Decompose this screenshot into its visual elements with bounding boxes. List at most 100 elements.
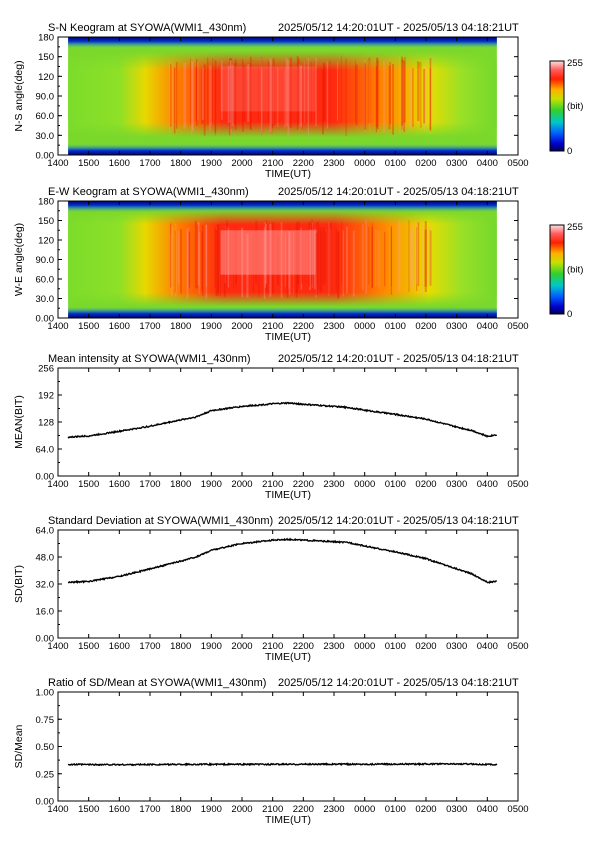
keogram-streak bbox=[223, 227, 226, 297]
keogram-streak bbox=[417, 222, 420, 286]
keogram-streak bbox=[426, 59, 429, 124]
keogram-streak bbox=[390, 226, 393, 295]
keogram-streak bbox=[229, 60, 232, 135]
keogram-streak bbox=[398, 55, 400, 134]
y-tick-label: 16.0 bbox=[36, 607, 55, 618]
plot-frame bbox=[57, 367, 519, 477]
x-tick-label: 2000 bbox=[231, 158, 252, 169]
keogram-streak bbox=[280, 222, 283, 298]
keogram-streak bbox=[429, 58, 432, 131]
keogram-streak bbox=[417, 61, 420, 122]
keogram-streak bbox=[201, 68, 204, 124]
panel-5: Ratio of SD/Mean at SYOWA(WMI1_430nm) 202… bbox=[13, 677, 529, 826]
keogram-streak bbox=[401, 59, 403, 130]
keogram-streak bbox=[170, 226, 172, 284]
keogram-streak bbox=[272, 58, 275, 126]
keogram-streak bbox=[229, 58, 231, 121]
keogram-streak bbox=[329, 228, 331, 294]
keogram-streak bbox=[402, 62, 404, 132]
panel-1: S-N Keogram at SYOWA(WMI1_430nm) 2025/05/… bbox=[13, 22, 583, 180]
colorbar-max-label: 255 bbox=[567, 58, 583, 69]
keogram-streak bbox=[173, 67, 176, 134]
keogram-streak bbox=[170, 64, 172, 127]
y-axis-label: MEAN(BIT) bbox=[13, 395, 25, 449]
x-tick-label: 1700 bbox=[139, 479, 160, 490]
keogram-streak bbox=[191, 62, 193, 131]
keogram-streak bbox=[267, 228, 269, 294]
keogram-streak bbox=[214, 69, 216, 136]
x-tick-label: 0000 bbox=[354, 479, 375, 490]
y-tick-label: 32.0 bbox=[36, 580, 55, 591]
x-axis-label: TIME(UT) bbox=[265, 651, 311, 663]
x-tick-label: 0400 bbox=[477, 158, 498, 169]
keogram-streak bbox=[311, 219, 313, 284]
colorbar: 255 (bit) 0 bbox=[549, 58, 583, 157]
keogram-streak bbox=[389, 62, 391, 124]
keogram-streak bbox=[192, 61, 193, 131]
x-tick-label: 2200 bbox=[293, 479, 314, 490]
keogram-streak bbox=[265, 220, 268, 293]
keogram-streak bbox=[209, 65, 211, 131]
x-tick-label: 0000 bbox=[354, 804, 375, 815]
keogram-streak bbox=[355, 64, 358, 126]
keogram-streak bbox=[178, 230, 180, 285]
x-tick-label: 2000 bbox=[231, 321, 252, 332]
keogram-streak bbox=[313, 228, 316, 290]
keogram-streak bbox=[271, 66, 274, 128]
keogram-streak bbox=[216, 224, 219, 296]
x-tick-label: 1700 bbox=[139, 158, 160, 169]
keogram-streak bbox=[214, 227, 216, 289]
y-tick-label: 120 bbox=[38, 236, 54, 247]
keogram-streak bbox=[365, 220, 367, 294]
x-tick-label: 1900 bbox=[201, 158, 222, 169]
keogram-streak bbox=[324, 232, 326, 284]
keogram-streak bbox=[284, 69, 286, 129]
x-tick-label: 2100 bbox=[262, 804, 283, 815]
keogram-streak bbox=[297, 221, 300, 284]
keogram-streak bbox=[342, 230, 344, 297]
x-tick-label: 1600 bbox=[109, 641, 130, 652]
keogram-streak bbox=[261, 69, 263, 134]
x-tick-label: 2000 bbox=[231, 804, 252, 815]
y-tick-label: 0.00 bbox=[36, 314, 55, 325]
keogram-streak bbox=[368, 60, 370, 132]
keogram-streak bbox=[224, 226, 226, 284]
panel-period: 2025/05/12 14:20:01UT - 2025/05/13 04:18… bbox=[278, 22, 519, 34]
x-tick-label: 2300 bbox=[323, 158, 344, 169]
keogram-streak bbox=[203, 64, 206, 136]
keogram-streak bbox=[175, 223, 177, 298]
keogram-streak bbox=[215, 230, 218, 297]
x-tick-label: 2300 bbox=[323, 479, 344, 490]
keogram-streak bbox=[186, 230, 189, 300]
keogram-streak bbox=[375, 229, 377, 287]
keogram-streak bbox=[312, 222, 313, 288]
keogram-streak bbox=[376, 57, 379, 128]
keogram-streak bbox=[376, 59, 379, 130]
keogram-streak bbox=[207, 57, 209, 126]
keogram-streak bbox=[403, 60, 405, 132]
keogram-streak bbox=[176, 62, 178, 129]
keogram-streak bbox=[423, 69, 426, 124]
keogram-streak bbox=[384, 231, 386, 287]
keogram-streak bbox=[298, 231, 299, 289]
panel-3: Mean intensity at SYOWA(WMI1_430nm) 2025/… bbox=[13, 353, 529, 501]
x-tick-label: 2000 bbox=[231, 641, 252, 652]
keogram-streak bbox=[416, 221, 418, 284]
keogram-streak bbox=[383, 60, 385, 133]
keogram-streak bbox=[210, 64, 212, 126]
keogram-streak bbox=[246, 233, 249, 298]
y-tick-label: 0.25 bbox=[36, 769, 55, 780]
x-tick-label: 0100 bbox=[385, 321, 406, 332]
keogram-streak bbox=[221, 60, 223, 120]
keogram-streak bbox=[284, 233, 286, 288]
y-tick-label: 0.50 bbox=[36, 742, 55, 753]
keogram-streak bbox=[300, 229, 303, 284]
keogram-streak bbox=[429, 68, 431, 130]
x-tick-label: 2100 bbox=[262, 321, 283, 332]
x-tick-label: 1500 bbox=[78, 321, 99, 332]
keogram-streak bbox=[172, 60, 174, 128]
keogram-streak bbox=[258, 229, 260, 298]
keogram-streak bbox=[270, 65, 273, 134]
keogram-streak bbox=[184, 62, 187, 129]
keogram-streak bbox=[298, 59, 300, 128]
